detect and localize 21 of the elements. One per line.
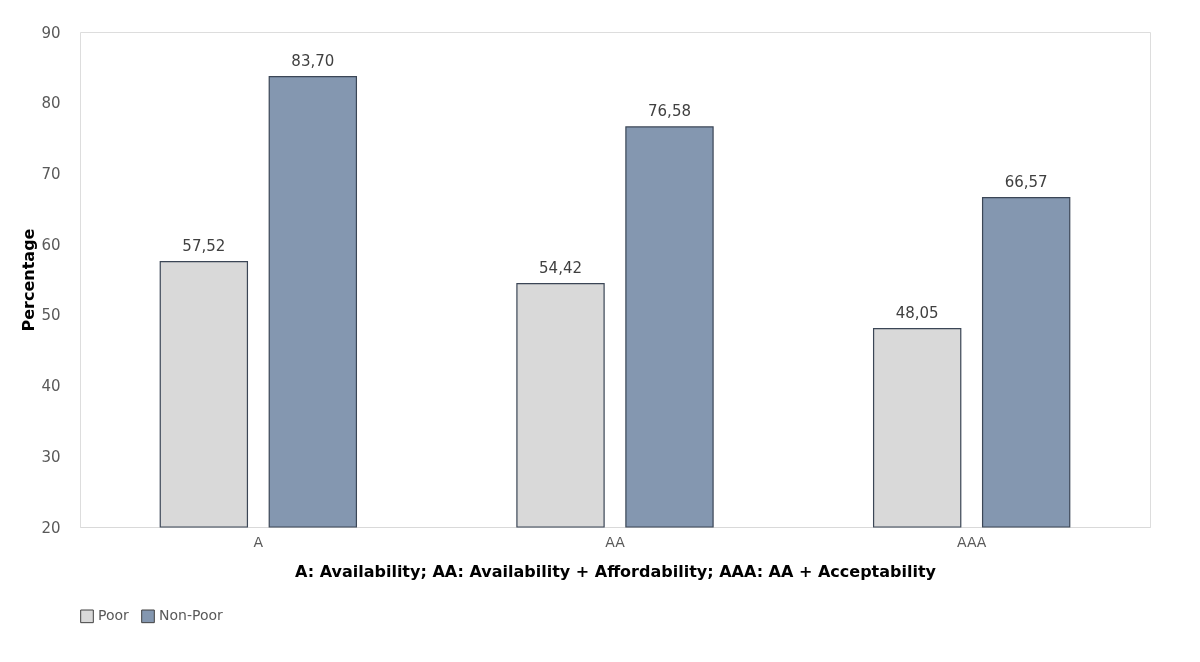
- data-label: 76,58: [648, 101, 691, 120]
- y-tick-label: 70: [41, 164, 61, 183]
- y-tick-label: 80: [41, 94, 61, 113]
- data-label: 57,52: [182, 236, 226, 255]
- data-label: 66,57: [1004, 172, 1048, 191]
- x-axis-title: A: Availability; AA: Availability + Affordability; AAA: AA + Acceptability: [294, 561, 937, 581]
- y-tick-label: 90: [41, 23, 61, 42]
- legend-label: Non-Poor: [159, 607, 224, 624]
- y-tick-label: 30: [41, 447, 61, 466]
- y-axis-title: Percentage: [19, 228, 39, 332]
- x-tick-label: AAA: [956, 533, 987, 550]
- legend-label: Poor: [98, 607, 130, 624]
- x-tick-label: A: [253, 533, 264, 550]
- y-tick-label: 20: [41, 518, 61, 537]
- data-label: 54,42: [539, 258, 582, 277]
- data-label: 83,70: [291, 51, 335, 70]
- data-label: 48,05: [895, 303, 939, 322]
- y-tick-label: 60: [41, 235, 61, 254]
- x-tick-label: AA: [605, 533, 626, 550]
- y-tick-label: 40: [41, 377, 61, 396]
- y-tick-label: 50: [41, 306, 61, 325]
